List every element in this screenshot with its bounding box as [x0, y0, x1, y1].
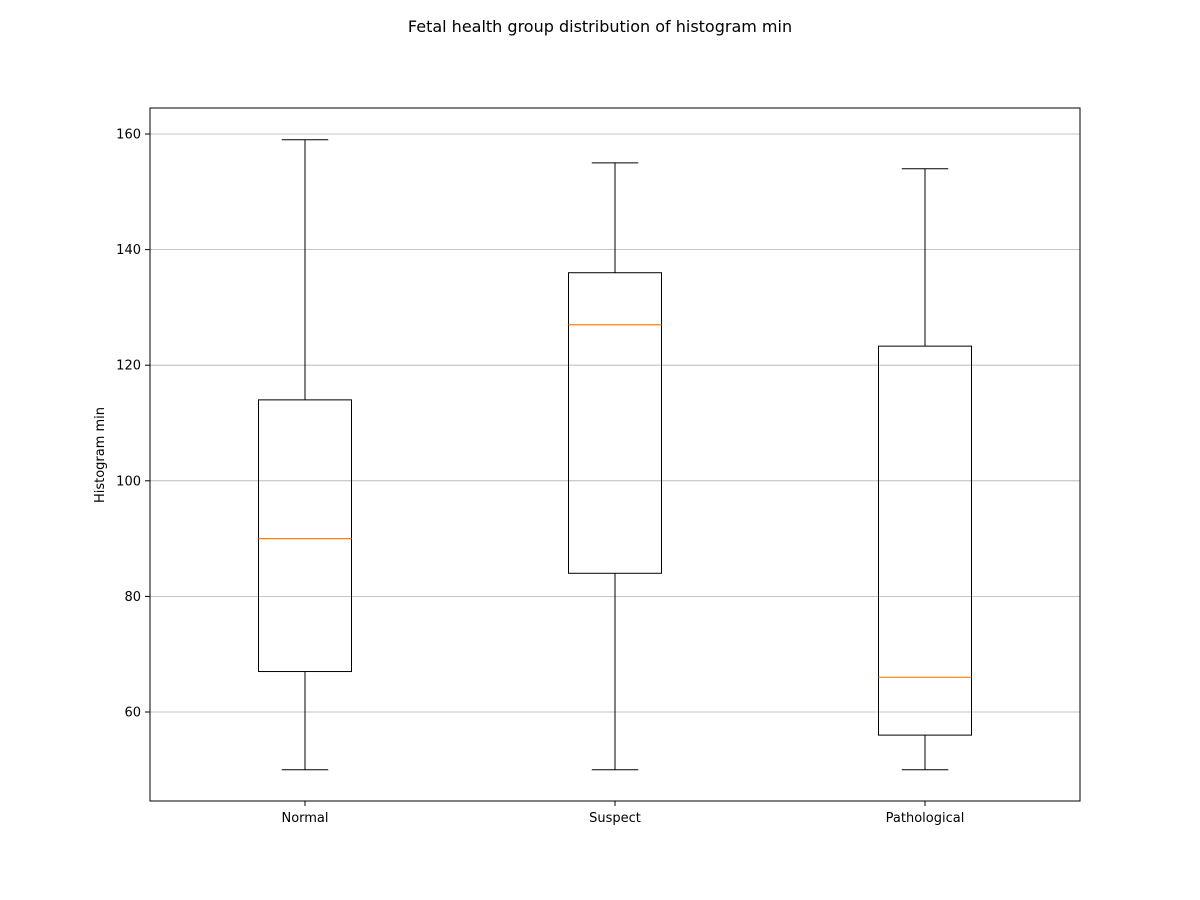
iqr-box [878, 345, 972, 736]
y-tick-label: 140 [116, 243, 141, 258]
box-suspect [568, 162, 662, 771]
chart-title: Fetal health group distribution of histo… [408, 17, 792, 36]
x-axis-ticks: Normal Suspect Pathological [281, 801, 964, 826]
y-tick-label: 120 [116, 359, 141, 374]
x-tick-label: Suspect [589, 811, 641, 826]
y-tick-label: 60 [124, 705, 141, 720]
box-normal [258, 139, 352, 771]
y-tick-label: 160 [116, 128, 141, 143]
y-tick-label: 100 [116, 474, 141, 489]
y-tick-label: 80 [124, 590, 141, 605]
y-axis-label: Histogram min [93, 407, 108, 503]
x-tick-label: Normal [281, 811, 328, 826]
x-tick-label: Pathological [886, 811, 965, 826]
box-pathological [878, 168, 972, 771]
boxes [258, 139, 972, 771]
y-axis-ticks: 60 80 100 120 140 160 [116, 128, 150, 720]
iqr-box [568, 272, 662, 574]
iqr-box [258, 399, 352, 673]
